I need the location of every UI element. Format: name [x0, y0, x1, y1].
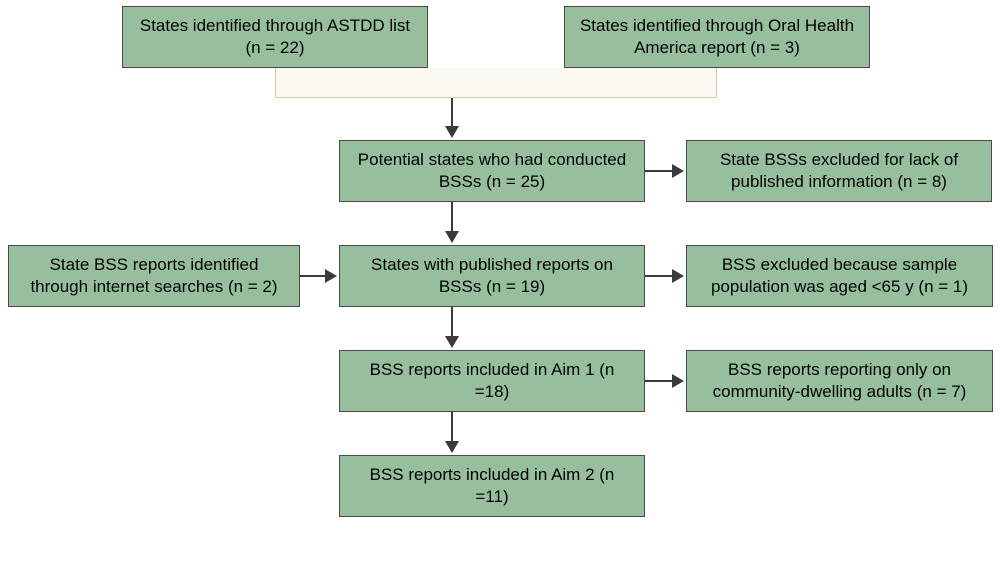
box-excl-age: BSS excluded because sample population w…	[686, 245, 993, 307]
box-internet-label: State BSS reports identified through int…	[21, 254, 287, 298]
arrow-bracket-to-potential-shaft	[451, 98, 453, 128]
arrow-aim1-to-aim2-head	[445, 441, 459, 453]
arrow-potential-to-exclpub-head	[672, 164, 684, 178]
box-potential: Potential states who had conducted BSSs …	[339, 140, 645, 202]
top-bracket	[275, 68, 717, 98]
box-published: States with published reports on BSSs (n…	[339, 245, 645, 307]
arrow-bracket-to-potential-head	[445, 126, 459, 138]
arrow-published-to-aim1-shaft	[451, 307, 453, 338]
box-internet: State BSS reports identified through int…	[8, 245, 300, 307]
box-aim1-label: BSS reports included in Aim 1 (n =18)	[352, 359, 632, 403]
arrow-published-to-aim1-head	[445, 336, 459, 348]
box-excl-age-label: BSS excluded because sample population w…	[699, 254, 980, 298]
box-excl-community-label: BSS reports reporting only on community-…	[699, 359, 980, 403]
arrow-aim1-to-aim2-shaft	[451, 412, 453, 443]
box-excl-published: State BSSs excluded for lack of publishe…	[686, 140, 992, 202]
arrow-internet-to-published-shaft	[300, 275, 327, 277]
box-aim2-label: BSS reports included in Aim 2 (n =11)	[352, 464, 632, 508]
arrow-potential-to-published-shaft	[451, 202, 453, 233]
box-excl-community: BSS reports reporting only on community-…	[686, 350, 993, 412]
box-oha: States identified through Oral Health Am…	[564, 6, 870, 68]
box-astdd: States identified through ASTDD list (n …	[122, 6, 428, 68]
arrow-published-to-exclage-shaft	[645, 275, 674, 277]
box-oha-label: States identified through Oral Health Am…	[577, 15, 857, 59]
arrow-aim1-to-exclcomm-shaft	[645, 380, 674, 382]
arrow-aim1-to-exclcomm-head	[672, 374, 684, 388]
arrow-published-to-exclage-head	[672, 269, 684, 283]
arrow-potential-to-exclpub-shaft	[645, 170, 674, 172]
box-excl-published-label: State BSSs excluded for lack of publishe…	[699, 149, 979, 193]
box-published-label: States with published reports on BSSs (n…	[352, 254, 632, 298]
box-astdd-label: States identified through ASTDD list (n …	[135, 15, 415, 59]
box-potential-label: Potential states who had conducted BSSs …	[352, 149, 632, 193]
box-aim2: BSS reports included in Aim 2 (n =11)	[339, 455, 645, 517]
box-aim1: BSS reports included in Aim 1 (n =18)	[339, 350, 645, 412]
arrow-potential-to-published-head	[445, 231, 459, 243]
arrow-internet-to-published-head	[325, 269, 337, 283]
